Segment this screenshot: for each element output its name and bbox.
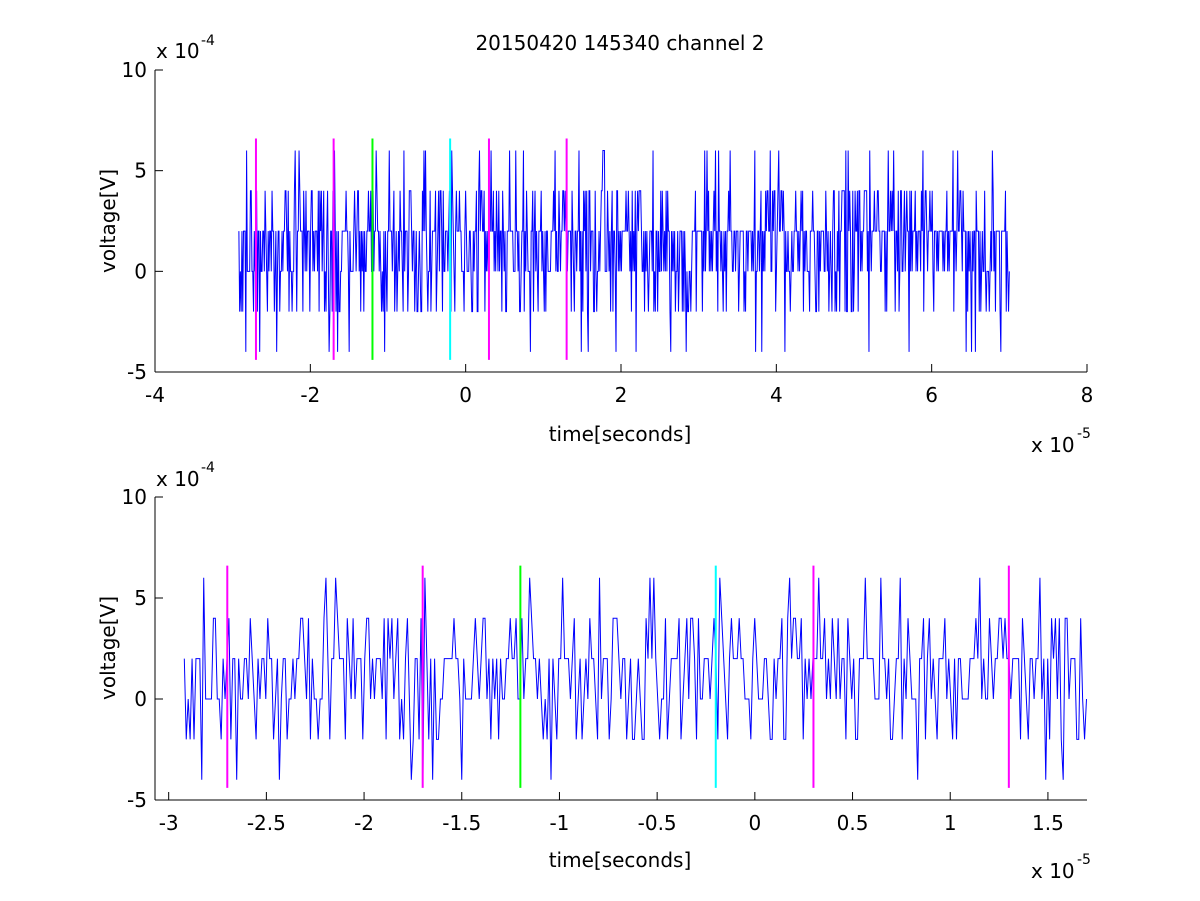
- signal-line: [183, 577, 1087, 780]
- bottom-axes: x 10 -4 voltage[V] time[seconds] x 10 -5…: [96, 460, 1091, 883]
- top-x-axis-label: time[seconds]: [549, 422, 692, 446]
- bottom-plot-area: [183, 565, 1087, 788]
- bottom-x-scale-label: x 10: [1031, 859, 1075, 883]
- x-tick-label: -4: [145, 383, 165, 407]
- bottom-tick-group: -3 -2.5 -2 -1.5 -1 -0.5 0 0.5 1 1.5 -5 0 5 10: [122, 485, 1064, 835]
- x-tick-label: 2: [615, 383, 628, 407]
- x-tick-label: 6: [925, 383, 938, 407]
- bottom-y-scale-label: x 10: [156, 467, 200, 491]
- signal-line: [238, 150, 1010, 352]
- y-tick-label: 0: [134, 259, 147, 283]
- x-tick-label: -1: [549, 811, 569, 835]
- top-plot-area: [238, 138, 1010, 360]
- top-y-scale-exp: -4: [201, 33, 215, 49]
- top-tick-group: -4 -2 0 2 4 6 8 -5 0 5 10: [122, 58, 1094, 407]
- x-tick-label: -1.5: [442, 811, 481, 835]
- chart-title: 20150420 145340 channel 2: [475, 31, 764, 55]
- top-axes: 20150420 145340 channel 2 x 10 -4 voltag…: [96, 31, 1093, 457]
- y-tick-label: 5: [134, 586, 147, 610]
- x-tick-label: 0.5: [837, 811, 869, 835]
- y-tick-label: -5: [127, 360, 147, 384]
- x-tick-label: 1.5: [1032, 811, 1064, 835]
- bottom-y-axis-label: voltage[V]: [96, 596, 120, 700]
- y-tick-label: 5: [134, 159, 147, 183]
- y-tick-label: 0: [134, 687, 147, 711]
- y-tick-label: -5: [127, 788, 147, 812]
- x-tick-label: 4: [770, 383, 783, 407]
- x-tick-label: -2: [300, 383, 320, 407]
- top-y-scale-label: x 10: [156, 39, 200, 63]
- y-tick-label: 10: [122, 58, 147, 82]
- x-tick-label: 1: [944, 811, 957, 835]
- x-tick-label: 8: [1081, 383, 1094, 407]
- x-tick-label: 0: [459, 383, 472, 407]
- x-tick-label: -3: [159, 811, 179, 835]
- x-tick-label: 0: [748, 811, 761, 835]
- x-tick-label: -2.5: [247, 811, 286, 835]
- bottom-x-axis-label: time[seconds]: [549, 848, 692, 872]
- bottom-y-scale-exp: -4: [201, 460, 215, 476]
- top-y-axis-label: voltage[V]: [96, 169, 120, 273]
- bottom-x-scale-exp: -5: [1077, 852, 1091, 868]
- x-tick-label: -2: [354, 811, 374, 835]
- y-tick-label: 10: [122, 485, 147, 509]
- x-tick-label: -0.5: [638, 811, 677, 835]
- top-x-scale-label: x 10: [1031, 433, 1075, 457]
- top-x-scale-exp: -5: [1077, 426, 1091, 442]
